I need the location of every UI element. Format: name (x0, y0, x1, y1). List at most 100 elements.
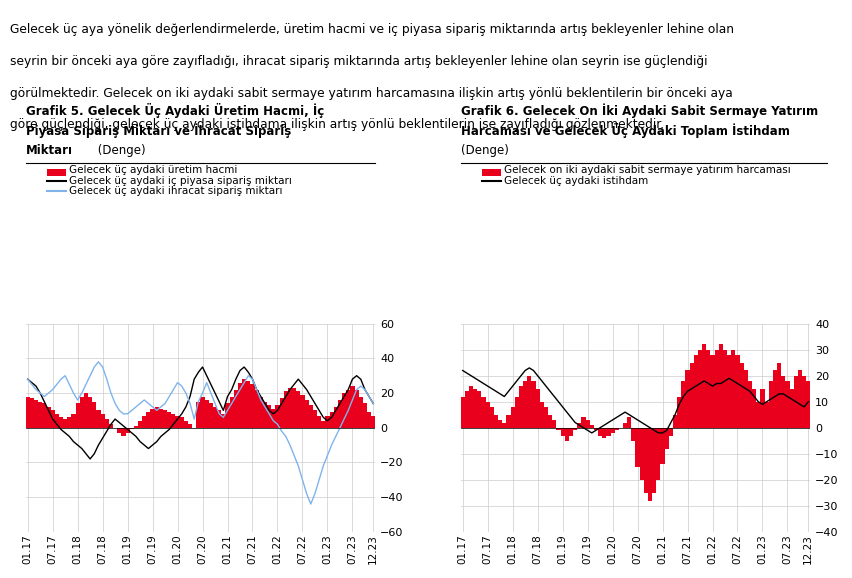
Bar (584, 420, 589, 428)
Bar (350, 386, 354, 428)
Bar (493, 415, 498, 428)
Bar (685, 370, 688, 428)
Bar (147, 412, 150, 428)
Bar (485, 402, 489, 428)
Bar (481, 397, 485, 428)
Bar (88, 397, 92, 428)
Bar (109, 424, 112, 428)
Bar (668, 428, 672, 436)
Bar (722, 350, 726, 428)
Bar (242, 379, 246, 428)
Bar (142, 416, 147, 428)
Bar (789, 388, 792, 428)
Bar (655, 428, 659, 480)
Bar (498, 420, 502, 428)
Text: Grafik 6. Gelecek On İki Aydaki Sabit Sermaye Yatırım: Grafik 6. Gelecek On İki Aydaki Sabit Se… (460, 104, 817, 118)
Bar (581, 417, 584, 428)
Bar (676, 397, 681, 428)
Bar (763, 402, 768, 428)
Bar (527, 376, 531, 428)
Bar (464, 391, 469, 428)
Bar (362, 403, 366, 428)
Bar (772, 370, 776, 428)
Bar (254, 390, 258, 428)
Bar (200, 397, 204, 428)
Bar (560, 428, 564, 436)
Bar (460, 397, 464, 428)
Bar (664, 428, 668, 449)
Bar (279, 398, 284, 428)
Text: Gelecek üç aya yönelik değerlendirmelerde, üretim hacmi ve iç piyasa sipariş mik: Gelecek üç aya yönelik değerlendirmelerd… (10, 23, 734, 36)
Bar (304, 400, 308, 428)
Bar (556, 428, 560, 430)
Bar (204, 400, 209, 428)
Bar (171, 414, 176, 428)
Bar (801, 376, 805, 428)
Bar (325, 416, 329, 428)
Bar (759, 388, 763, 428)
Bar (643, 428, 648, 492)
Bar (514, 397, 518, 428)
Bar (797, 370, 801, 428)
Bar (101, 414, 105, 428)
Text: Gelecek üç aydaki üretim hacmi: Gelecek üç aydaki üretim hacmi (69, 165, 237, 175)
Bar (96, 410, 101, 428)
Bar (614, 428, 618, 430)
Bar (522, 381, 527, 428)
Bar (366, 412, 371, 428)
Bar (275, 405, 279, 428)
Bar (548, 415, 551, 428)
Text: (Denge): (Denge) (460, 144, 508, 157)
Bar (726, 355, 730, 428)
Bar (300, 395, 304, 428)
Bar (681, 381, 685, 428)
Bar (246, 381, 250, 428)
Bar (229, 397, 233, 428)
Bar (271, 409, 275, 428)
Bar (734, 355, 739, 428)
Bar (34, 400, 38, 428)
Bar (768, 381, 772, 428)
Bar (43, 403, 46, 428)
Bar (568, 428, 573, 436)
Bar (776, 363, 780, 428)
Bar (701, 344, 705, 428)
Text: Gelecek üç aydaki iç piyasa sipariş miktarı: Gelecek üç aydaki iç piyasa sipariş mikt… (69, 176, 291, 187)
Bar (597, 428, 602, 436)
Bar (187, 424, 192, 428)
Bar (329, 412, 333, 428)
Bar (593, 428, 597, 430)
Bar (105, 419, 109, 428)
Text: Gelecek on iki aydaki sabit sermaye yatırım harcaması: Gelecek on iki aydaki sabit sermaye yatı… (504, 165, 790, 175)
Text: göre güçlendiği, gelecek üç aydaki istihdama ilişkin artış yönlü beklentilerin i: göre güçlendiği, gelecek üç aydaki istih… (10, 118, 664, 131)
Bar (718, 344, 722, 428)
Bar (564, 428, 568, 440)
Bar (59, 417, 63, 428)
Bar (785, 381, 789, 428)
Bar (551, 420, 556, 428)
Text: Gelecek üç aydaki istihdam: Gelecek üç aydaki istihdam (504, 176, 648, 187)
Bar (354, 390, 358, 428)
Bar (63, 419, 67, 428)
Bar (714, 350, 718, 428)
Bar (92, 402, 96, 428)
Bar (46, 407, 50, 428)
Bar (697, 350, 701, 428)
Text: Grafik 5. Gelecek Üç Aydaki Üretim Hacmi, İç: Grafik 5. Gelecek Üç Aydaki Üretim Hacmi… (26, 103, 324, 118)
Bar (130, 428, 134, 429)
Bar (531, 381, 535, 428)
Bar (308, 405, 313, 428)
Bar (473, 388, 477, 428)
Bar (296, 391, 300, 428)
Bar (506, 415, 510, 428)
Bar (751, 388, 756, 428)
Bar (138, 421, 142, 428)
Bar (710, 355, 714, 428)
Bar (510, 407, 514, 428)
Bar (221, 414, 225, 428)
Bar (317, 416, 321, 428)
Bar (652, 428, 655, 492)
Bar (610, 428, 614, 433)
Bar (250, 384, 254, 428)
Bar (217, 410, 221, 428)
